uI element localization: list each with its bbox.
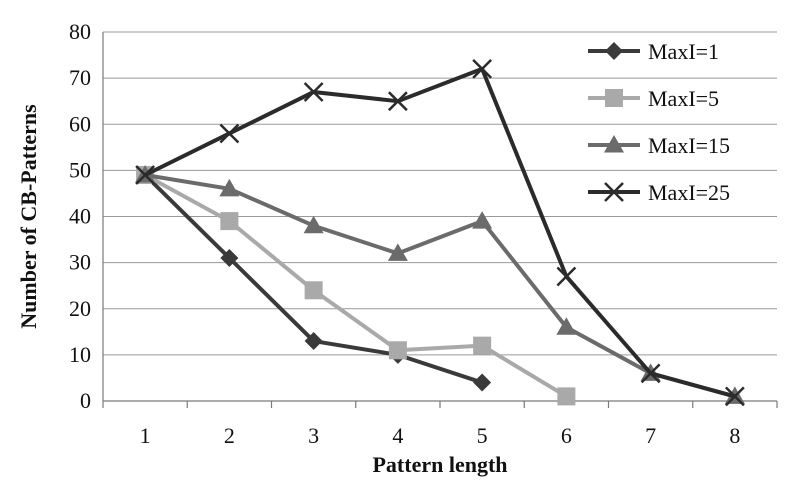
x-axis-title: Pattern length: [372, 452, 507, 477]
x-marker-stroke: [219, 123, 240, 144]
x-tick-label: 4: [392, 423, 403, 448]
series-line: [143, 173, 483, 385]
x-marker-stroke: [387, 91, 408, 112]
grid-lines: [103, 31, 777, 356]
x-marker-stroke: [640, 363, 661, 384]
legend-marker: [604, 182, 624, 202]
data-point: [556, 266, 577, 287]
axes: [102, 32, 778, 408]
x-tick-label: 6: [561, 423, 572, 448]
y-tick-label: 80: [69, 19, 91, 44]
legend-label: MaxI=1: [648, 39, 719, 64]
series-line: [144, 173, 736, 399]
legend-item: MaxI=1: [588, 39, 719, 64]
data-point: [219, 178, 240, 197]
data-point: [724, 386, 745, 407]
data-point: [304, 332, 323, 351]
legend-item: MaxI=15: [588, 133, 730, 158]
legend-label: MaxI=15: [648, 133, 730, 158]
y-tick-label: 20: [69, 296, 91, 321]
y-tick-label: 30: [69, 250, 91, 275]
y-tick-label: 70: [69, 65, 91, 90]
data-point: [303, 215, 324, 234]
series-MaxI=25: [135, 59, 745, 407]
series-line: [144, 173, 568, 399]
data-point: [220, 212, 239, 231]
data-point: [473, 336, 492, 355]
x-marker-stroke: [556, 266, 577, 287]
data-point: [387, 243, 408, 261]
legend-label: MaxI=5: [648, 86, 719, 111]
data-point: [472, 59, 493, 79]
data-point: [640, 363, 661, 384]
x-tick-labels: 1 2 3 4 5 6 7 8: [140, 423, 741, 448]
x-marker-stroke: [724, 386, 745, 407]
data-point: [388, 341, 407, 360]
data-point: [387, 91, 408, 112]
x-tick-label: 7: [645, 423, 656, 448]
y-axis-title: Number of CB-Patterns: [16, 104, 41, 329]
data-point: [135, 165, 156, 185]
data-point: [557, 387, 576, 406]
series-group: [135, 59, 745, 407]
data-point: [304, 281, 323, 300]
y-tick-label: 0: [80, 388, 91, 413]
legend-label: MaxI=25: [648, 180, 730, 205]
x-marker-stroke: [303, 82, 324, 102]
y-tick-label: 40: [69, 204, 91, 229]
data-point: [303, 82, 324, 102]
data-point: [472, 211, 493, 229]
x-tick-label: 2: [224, 423, 235, 448]
x-tick-label: 8: [729, 423, 740, 448]
data-point: [473, 373, 492, 392]
legend-marker: [605, 89, 623, 107]
x-tick-label: 5: [477, 423, 488, 448]
x-marker-stroke: [472, 59, 493, 79]
x-marker-stroke: [604, 182, 624, 202]
series-MaxI=5: [136, 165, 576, 406]
x-tick-label: 3: [308, 423, 319, 448]
y-tick-label: 60: [69, 111, 91, 136]
series-line: [144, 66, 736, 399]
legend-marker: [604, 135, 624, 153]
x-tick-label: 1: [140, 423, 151, 448]
y-tick-labels: 0 10 20 30 40 50 60 70 80: [69, 19, 91, 413]
legend-marker: [605, 42, 623, 60]
data-point: [556, 317, 577, 335]
x-marker-stroke: [135, 165, 156, 185]
data-point: [219, 123, 240, 144]
data-point: [220, 249, 239, 268]
y-tick-label: 10: [69, 342, 91, 367]
legend: MaxI=1 MaxI=5 MaxI=15 MaxI=25: [588, 39, 730, 205]
legend-item: MaxI=5: [588, 86, 719, 111]
legend-item: MaxI=25: [588, 180, 730, 205]
y-tick-label: 50: [69, 157, 91, 182]
